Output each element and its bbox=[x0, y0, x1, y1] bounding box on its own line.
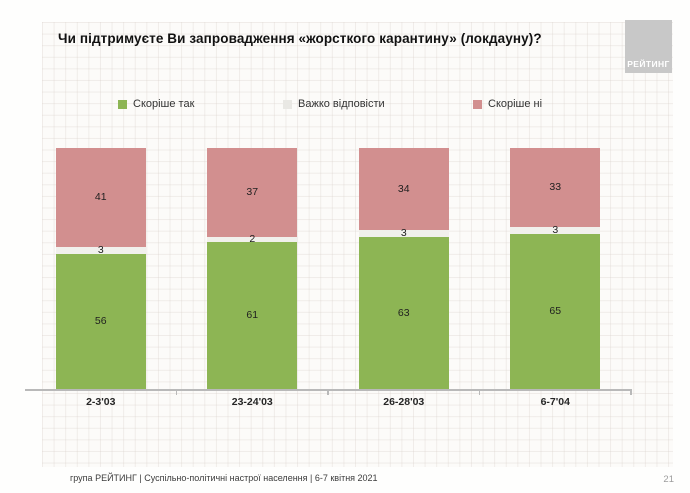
x-axis-tick bbox=[478, 389, 480, 395]
bar-value-label: 41 bbox=[94, 191, 107, 204]
bar-slot: 33 3 65 bbox=[480, 148, 632, 389]
category-axis: 2-3'03 23-24'03 26-28'03 6-7'04 bbox=[25, 396, 631, 408]
category-label: 23-24'03 bbox=[231, 396, 273, 408]
category-label: 6-7'04 bbox=[540, 396, 570, 408]
bar-segment-hard_to_say: 2 bbox=[207, 233, 298, 246]
legend-item-against: Скоріше ні bbox=[473, 97, 542, 111]
stacked-bar: 33 3 65 bbox=[510, 148, 601, 389]
category-label: 2-3'03 bbox=[86, 396, 116, 408]
legend-label-hard-to-say: Важко відповісти bbox=[298, 98, 385, 110]
bar-value-label: 61 bbox=[246, 309, 259, 322]
stacked-bar: 41 3 56 bbox=[55, 148, 146, 389]
x-axis-tick bbox=[630, 389, 632, 395]
rating-logo: РЕЙТИНГ bbox=[625, 20, 672, 73]
x-axis-tick bbox=[175, 389, 177, 395]
legend-item-support: Скоріше так bbox=[118, 97, 194, 111]
legend-item-hard-to-say: Важко відповісти bbox=[283, 97, 385, 111]
bar-segment-support: 61 bbox=[207, 241, 298, 389]
legend-label-against: Скоріше ні bbox=[488, 98, 543, 110]
bar-segment-hard_to_say: 3 bbox=[55, 244, 146, 257]
legend-label-support: Скоріше так bbox=[133, 98, 195, 110]
stacked-bar: 37 2 61 bbox=[207, 148, 298, 389]
bar-value-label: 37 bbox=[246, 186, 259, 199]
bar-value-label: 56 bbox=[94, 315, 107, 328]
bar-value-label: 3 bbox=[97, 244, 104, 257]
category-label: 26-28'03 bbox=[383, 396, 425, 408]
bar-value-label: 33 bbox=[549, 181, 562, 194]
legend-marker-against bbox=[473, 99, 482, 109]
bar-segment-against: 33 bbox=[510, 148, 601, 227]
plot-area: 41 3 56 37 2 61 34 3 63 33 3 65 bbox=[25, 148, 631, 389]
x-axis-tick bbox=[327, 389, 329, 395]
bar-value-label: 65 bbox=[549, 305, 562, 318]
bar-segment-support: 63 bbox=[358, 237, 449, 389]
bar-segment-against: 34 bbox=[358, 148, 449, 230]
bar-value-label: 3 bbox=[400, 227, 407, 240]
bar-segment-against: 41 bbox=[55, 148, 146, 247]
bar-segment-hard_to_say: 3 bbox=[358, 227, 449, 240]
bar-segment-support: 56 bbox=[55, 254, 146, 389]
bar-value-label: 2 bbox=[249, 233, 256, 246]
x-axis bbox=[25, 389, 632, 396]
footer-text: група РЕЙТИНГ | Суспільно-політичні наст… bbox=[70, 473, 378, 483]
bar-segment-hard_to_say: 3 bbox=[510, 224, 601, 237]
page-number: 21 bbox=[663, 474, 674, 485]
slide-title: Чи підтримуєте Ви запровадження «жорстко… bbox=[58, 31, 542, 46]
bar-segment-support: 65 bbox=[510, 233, 601, 389]
rating-logo-text: РЕЙТИНГ bbox=[627, 59, 670, 69]
stacked-bar: 34 3 63 bbox=[358, 148, 449, 389]
bar-slot: 41 3 56 bbox=[25, 148, 177, 389]
bar-value-label: 34 bbox=[397, 182, 410, 195]
bar-value-label: 3 bbox=[552, 224, 559, 237]
bar-slot: 34 3 63 bbox=[328, 148, 480, 389]
legend-marker-support bbox=[118, 99, 127, 109]
bar-slot: 37 2 61 bbox=[177, 148, 329, 389]
bar-segment-against: 37 bbox=[207, 148, 298, 238]
bar-value-label: 63 bbox=[397, 306, 410, 319]
legend-marker-hard-to-say bbox=[283, 99, 292, 109]
